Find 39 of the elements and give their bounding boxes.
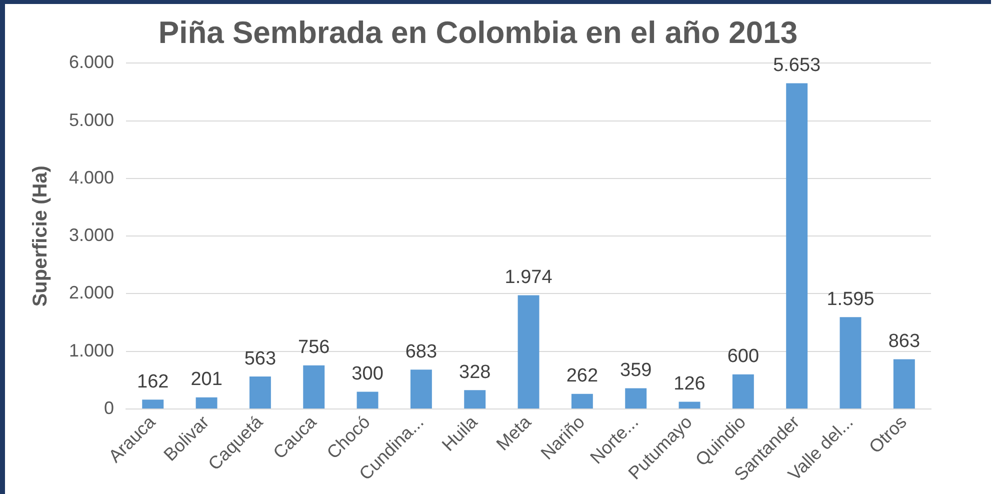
data-label: 563 — [244, 348, 276, 370]
bar — [786, 83, 808, 408]
y-tick-label: 2.000 — [68, 282, 114, 303]
data-label: 359 — [620, 360, 652, 382]
bar — [840, 317, 862, 408]
bar — [464, 390, 486, 408]
bar — [625, 388, 647, 408]
data-label: 162 — [137, 371, 169, 392]
bar — [249, 376, 271, 408]
data-label: 328 — [459, 362, 491, 383]
bar — [356, 392, 378, 408]
y-tick-label: 3.000 — [68, 225, 114, 246]
y-tick-label: 6.000 — [68, 52, 114, 72]
data-label: 1.595 — [826, 288, 874, 310]
bar — [678, 402, 700, 408]
bar — [303, 365, 325, 408]
y-tick-label: 0 — [104, 398, 114, 418]
y-tick-label: 4.000 — [68, 167, 114, 188]
data-label: 1.974 — [504, 266, 553, 288]
y-axis-title: Superficie (Ha) — [30, 166, 52, 307]
data-label: 201 — [190, 369, 222, 390]
bar — [410, 370, 432, 408]
bar — [893, 359, 915, 408]
bar — [142, 400, 164, 408]
data-label: 300 — [352, 363, 384, 384]
y-tick-label: 5.000 — [68, 110, 114, 130]
data-label: 262 — [566, 366, 598, 387]
bar — [732, 374, 754, 408]
bar — [196, 397, 218, 408]
bar — [571, 394, 593, 408]
data-label: 863 — [888, 330, 920, 352]
data-label: 126 — [674, 373, 706, 394]
data-label: 756 — [298, 337, 330, 358]
chart-title: Piña Sembrada en Colombia en el año 2013 — [158, 15, 798, 50]
data-label: 600 — [727, 346, 760, 368]
bar — [518, 295, 540, 408]
data-label: 683 — [405, 341, 438, 362]
data-label: 5.653 — [773, 54, 821, 76]
y-tick-label: 1.000 — [68, 340, 114, 360]
